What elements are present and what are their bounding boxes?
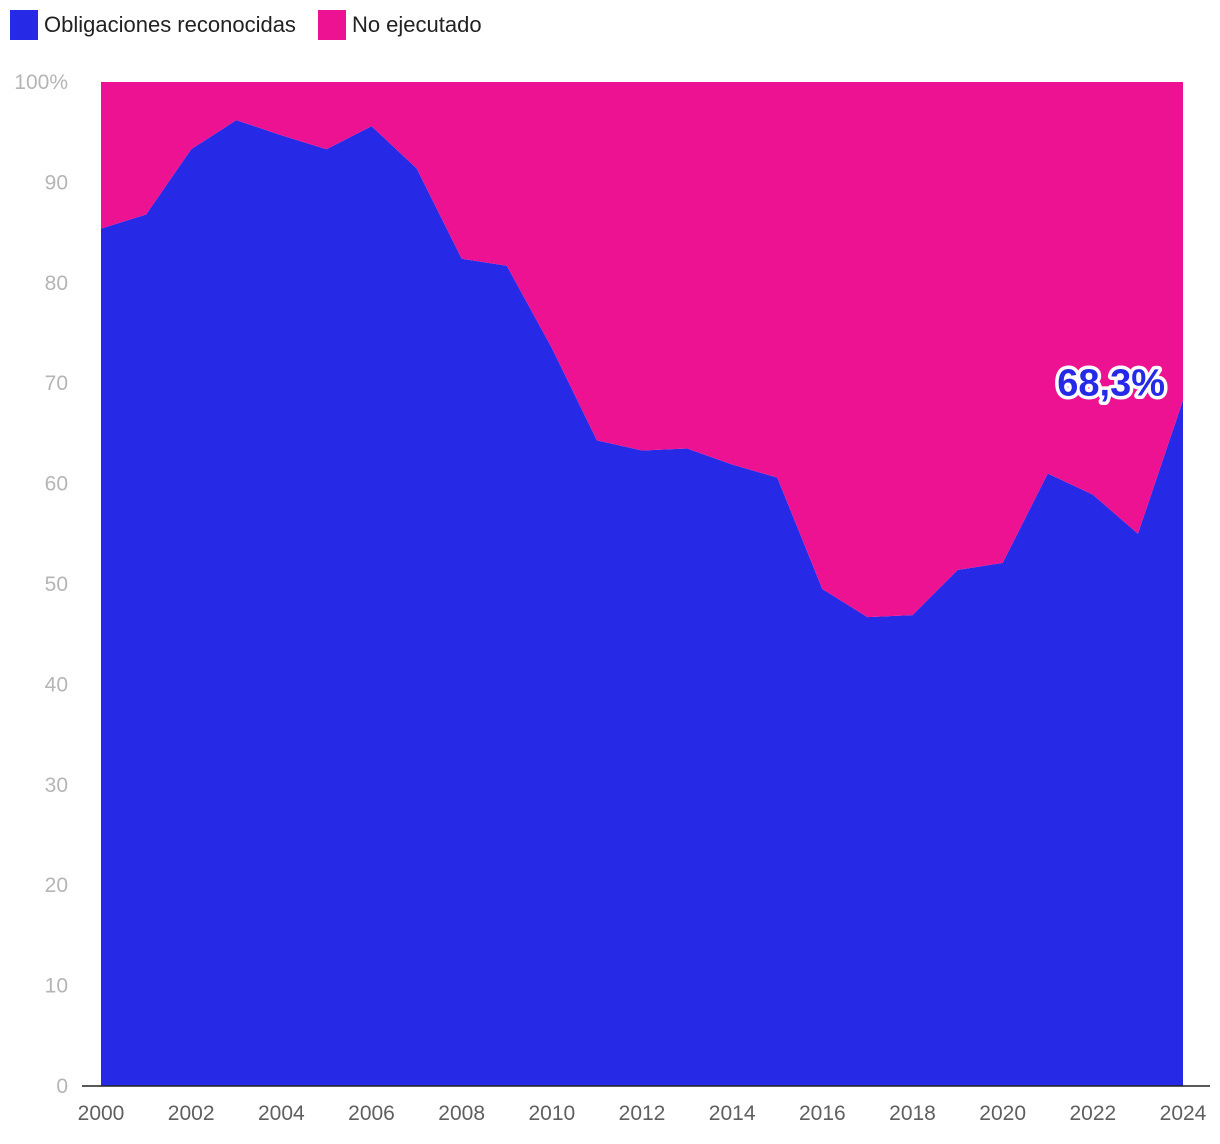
legend-item-obligaciones[interactable]: Obligaciones reconocidas — [10, 10, 296, 40]
x-tick-label: 2006 — [348, 1102, 395, 1125]
x-tick-label: 2020 — [979, 1102, 1026, 1125]
annotation-label-2024: 68,3% — [1057, 362, 1165, 404]
x-tick-label: 2004 — [258, 1102, 305, 1125]
area-no-ejecutado[interactable] — [101, 82, 1183, 618]
y-tick-label: 30 — [45, 774, 68, 797]
x-tick-label: 2012 — [619, 1102, 666, 1125]
y-tick-label: 50 — [45, 573, 68, 596]
y-tick-label: 70 — [45, 372, 68, 395]
x-tick-label: 2002 — [168, 1102, 215, 1125]
x-tick-label: 2010 — [528, 1102, 575, 1125]
y-tick-label: 20 — [45, 874, 68, 897]
x-tick-label: 2024 — [1160, 1102, 1207, 1125]
area-obligaciones-reconocidas[interactable] — [101, 120, 1183, 1087]
y-tick-label: 10 — [45, 975, 68, 998]
x-tick-label: 2008 — [438, 1102, 485, 1125]
y-tick-label: 80 — [45, 272, 68, 295]
y-tick-label: 90 — [45, 171, 68, 194]
legend: Obligaciones reconocidas No ejecutado — [10, 10, 504, 40]
x-tick-label: 2022 — [1069, 1102, 1116, 1125]
y-tick-label: 40 — [45, 673, 68, 696]
y-tick-label: 100% — [14, 71, 68, 94]
y-tick-label: 60 — [45, 473, 68, 496]
legend-item-no-ejecutado[interactable]: No ejecutado — [317, 10, 482, 40]
x-tick-label: 2014 — [709, 1102, 756, 1125]
legend-swatch-no-ejecutado — [317, 10, 346, 40]
x-tick-label: 2018 — [889, 1102, 936, 1125]
legend-swatch-obligaciones — [10, 10, 38, 40]
legend-label-obligaciones: Obligaciones reconocidas — [44, 12, 296, 37]
legend-label-no-ejecutado: No ejecutado — [351, 12, 482, 37]
x-tick-label: 2016 — [799, 1102, 846, 1125]
x-tick-label: 2000 — [78, 1102, 125, 1125]
y-tick-label: 0 — [56, 1075, 68, 1098]
